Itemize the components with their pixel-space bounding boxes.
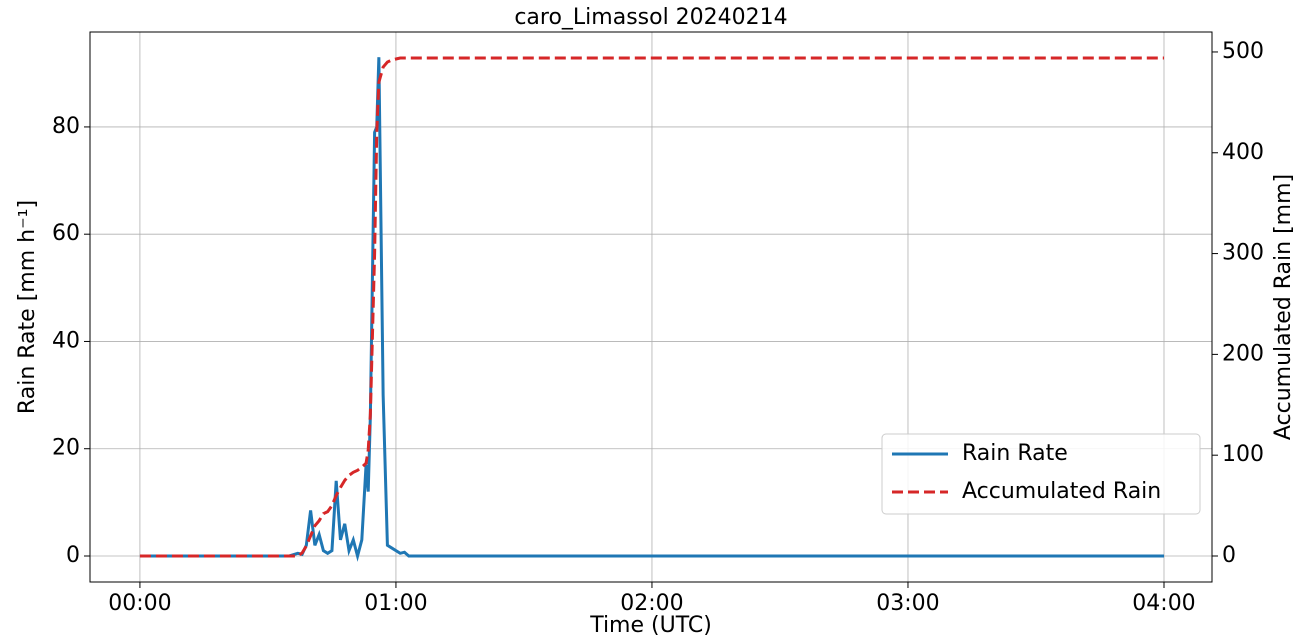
y-tick-label: 40	[52, 328, 80, 353]
y2-tick-label: 300	[1222, 241, 1264, 266]
legend-label: Accumulated Rain	[962, 479, 1161, 504]
y2-tick-label: 100	[1222, 442, 1264, 467]
y2-tick-label: 400	[1222, 140, 1264, 165]
x-tick-label: 00:00	[108, 591, 171, 616]
y2-tick-label: 0	[1222, 543, 1236, 568]
x-tick-label: 04:00	[1132, 591, 1195, 616]
y-tick-label: 80	[52, 114, 80, 139]
x-tick-label: 03:00	[876, 591, 939, 616]
y-tick-label: 0	[66, 543, 80, 568]
y2-tick-label: 500	[1222, 39, 1264, 64]
legend-label: Rain Rate	[962, 441, 1068, 466]
x-tick-label: 01:00	[364, 591, 427, 616]
series-line	[139, 57, 1164, 562]
y-tick-label: 20	[52, 436, 80, 461]
legend-box	[881, 433, 1201, 515]
chart-title: caro_Limassol 20240214	[514, 5, 787, 30]
series-line	[139, 56, 1164, 558]
y2-axis-label: Accumulated Rain [mm]	[1271, 174, 1296, 440]
plot-frame	[89, 31, 1213, 583]
y-axis-label: Rain Rate [mm h⁻¹]	[15, 200, 40, 414]
x-axis-label: Time (UTC)	[589, 613, 712, 638]
y-tick-label: 60	[52, 221, 80, 246]
y2-tick-label: 200	[1222, 341, 1264, 366]
x-tick-label: 02:00	[620, 591, 683, 616]
